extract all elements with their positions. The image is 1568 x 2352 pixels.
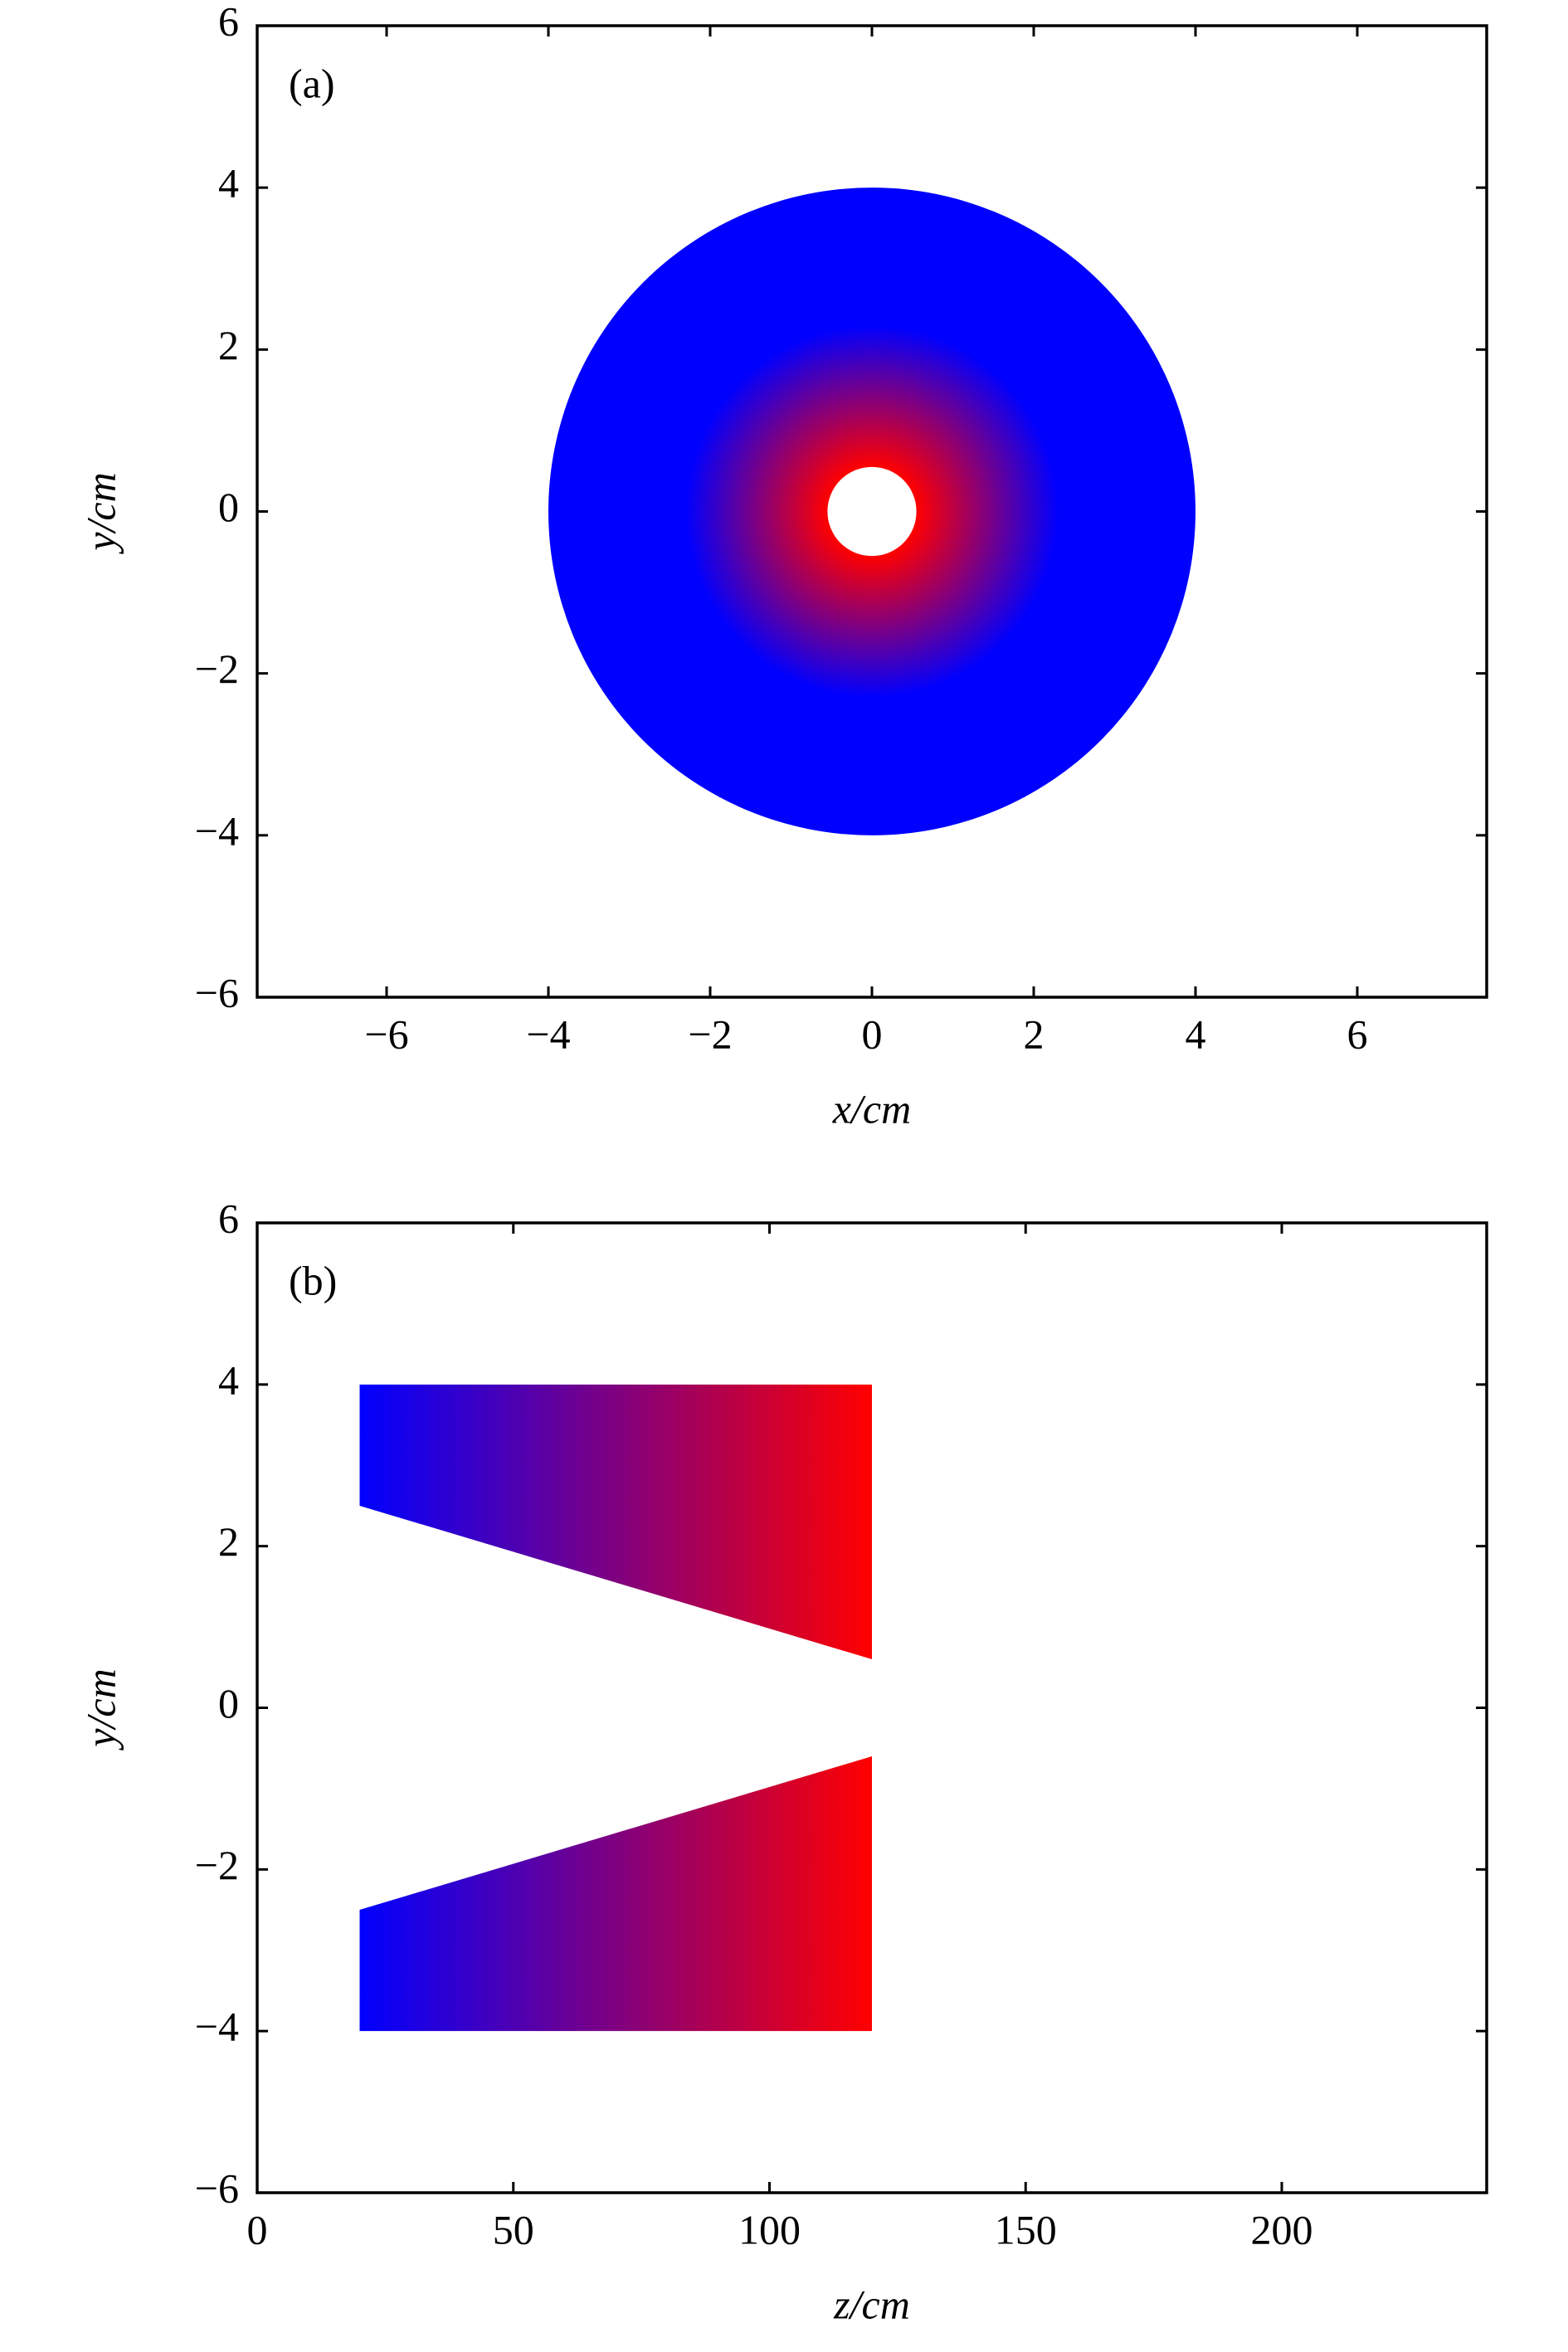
inner-hole	[827, 466, 917, 557]
y-tick-label: 2	[218, 1518, 239, 1565]
x-tick-label: −6	[364, 1010, 408, 1057]
panel-label: (b)	[289, 1257, 337, 1303]
y-axis-label: y/cm	[77, 472, 124, 554]
x-tick-label: 50	[493, 2206, 534, 2252]
y-tick-label: −6	[195, 969, 239, 1015]
y-tick-label: 4	[218, 1356, 239, 1403]
x-tick-label: 6	[1347, 1010, 1368, 1057]
y-tick-label: 4	[218, 160, 239, 207]
trapezoid	[359, 1384, 872, 1660]
y-tick-label: 6	[218, 0, 239, 44]
x-tick-label: 0	[862, 1010, 883, 1057]
x-tick-label: 200	[1251, 2206, 1313, 2252]
y-tick-label: 6	[218, 1195, 239, 1241]
x-tick-label: 100	[738, 2206, 801, 2252]
x-tick-label: −2	[688, 1010, 732, 1057]
y-axis-label: y/cm	[77, 1668, 124, 1751]
x-tick-label: 2	[1024, 1010, 1045, 1057]
y-tick-label: −2	[195, 1842, 239, 1888]
x-tick-label: 0	[247, 2206, 268, 2252]
x-tick-label: 150	[995, 2206, 1057, 2252]
y-tick-label: −6	[195, 2165, 239, 2211]
y-tick-label: 0	[218, 484, 239, 530]
y-tick-label: 2	[218, 322, 239, 368]
x-axis-label: x/cm	[832, 1085, 911, 1132]
y-tick-label: −4	[195, 807, 239, 854]
y-tick-label: 0	[218, 1680, 239, 1726]
x-tick-label: 4	[1186, 1010, 1206, 1057]
panel-label: (a)	[289, 60, 335, 106]
trapezoid	[359, 1755, 872, 2032]
x-axis-label: z/cm	[833, 2281, 910, 2327]
plot-frame	[256, 1221, 1488, 2194]
x-tick-label: −4	[526, 1010, 570, 1057]
y-tick-label: −2	[195, 645, 239, 692]
y-tick-label: −4	[195, 2004, 239, 2050]
